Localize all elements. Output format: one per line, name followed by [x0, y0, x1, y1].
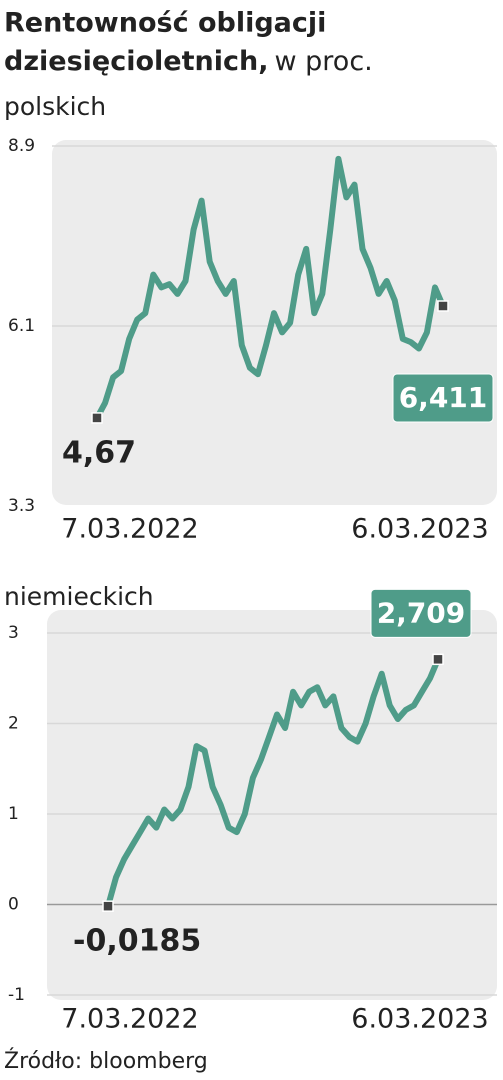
- end-marker: [437, 300, 449, 312]
- data-line: [94, 155, 446, 420]
- end-marker: [102, 900, 114, 912]
- x-tick-label: 6.03.2023: [351, 1004, 488, 1035]
- value-label-box: [392, 373, 494, 423]
- end-marker: [432, 653, 444, 666]
- y-tick-label: -1: [8, 985, 25, 1005]
- y-tick-label: 3: [8, 623, 19, 643]
- y-tick-label: 8.9: [8, 136, 35, 156]
- value-label-box: [370, 588, 472, 638]
- x-tick-label: 6.03.2023: [351, 514, 488, 545]
- y-tick-label: 0: [8, 895, 19, 915]
- value-label: 6,411: [399, 381, 488, 414]
- value-label: 2,709: [377, 596, 466, 629]
- y-tick-label: 2: [8, 714, 19, 734]
- data-line: [105, 658, 441, 908]
- title-line-1: Rentowność obligacji: [4, 8, 326, 39]
- y-tick-label: 1: [8, 804, 19, 824]
- y-tick-label: 3.3: [8, 496, 35, 516]
- x-tick-label: 7.03.2022: [61, 514, 198, 545]
- chart-title: polskich: [4, 92, 106, 121]
- value-label: 4,67: [62, 435, 136, 470]
- y-tick-label: 6.1: [8, 316, 35, 336]
- title-bold: dziesięcioletnich,: [4, 46, 269, 77]
- end-marker: [91, 412, 103, 424]
- x-tick-label: 7.03.2022: [61, 1004, 198, 1035]
- chart-title: niemieckich: [4, 582, 154, 611]
- plot-area: [47, 610, 497, 1000]
- source: Źródło: bloomberg: [4, 1048, 208, 1074]
- title-line-2: dziesięcioletnich, w proc.: [4, 46, 373, 77]
- value-label: -0,0185: [73, 924, 201, 959]
- subtitle: w proc.: [275, 46, 373, 77]
